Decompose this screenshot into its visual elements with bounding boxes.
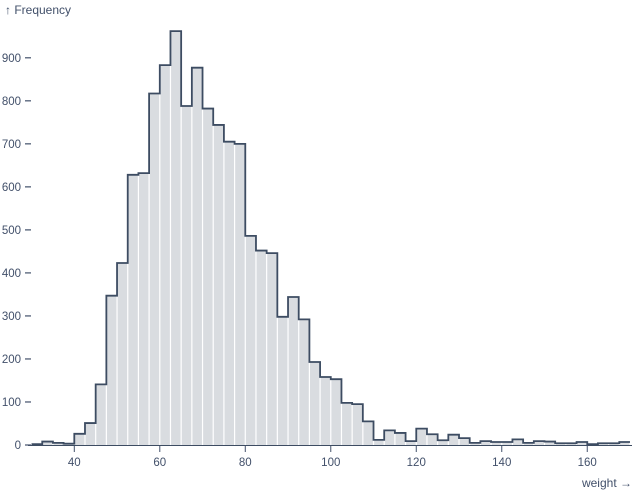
x-tick-label: 40 [68,457,81,469]
histogram-bar [288,297,299,445]
histogram-bar [480,441,491,445]
histogram-bar [395,432,405,445]
histogram-bar [181,105,192,446]
histogram-bar [106,295,117,445]
histogram-bar [374,439,384,445]
histogram-bar [619,441,630,445]
y-axis-ticks: 0 100 200 300 400 500 600 700 800 900 [2,53,31,452]
histogram-bar [523,442,534,445]
y-tick-label: 300 [2,311,21,323]
histogram-bar [74,433,85,445]
histogram-bar [363,421,373,445]
histogram-bar [53,442,64,445]
y-tick-label: 100 [2,397,21,409]
y-tick-label: 700 [2,139,21,151]
histogram-bar [256,250,267,445]
x-tick-label: 120 [407,457,426,469]
x-axis-ticks: 40 60 80 100 120 140 160 [68,446,597,469]
x-tick-label: 140 [492,457,511,469]
y-tick-label: 800 [2,96,21,108]
histogram-bar [203,108,213,445]
y-tick-label: 400 [2,268,21,280]
y-tick-label: 500 [2,225,21,237]
histogram-bar [416,428,427,445]
y-axis-label: ↑ Frequency [5,3,71,17]
x-axis-label: weight → [581,476,632,490]
histogram-bar [171,31,181,445]
histogram-bar [427,434,438,445]
histogram-bar [513,439,523,445]
histogram-bar [160,65,170,446]
step-outline-path [31,30,630,446]
histogram-bar [235,143,245,445]
y-tick-label: 900 [2,53,21,65]
histogram-bar [406,441,416,445]
histogram-bar [470,442,480,445]
histogram-bar [320,377,331,445]
histogram-bar [577,441,587,445]
histogram-bars [32,31,630,446]
y-tick-label: 0 [15,440,21,452]
histogram-bar [128,174,138,445]
histogram-bar [310,361,320,445]
histogram-bar [96,384,106,445]
histogram-bar [459,438,470,445]
histogram-bar [117,263,128,445]
histogram-bar [491,441,502,445]
x-tick-label: 160 [578,457,597,469]
histogram-bar [534,441,544,445]
histogram-bar [213,124,224,446]
x-tick-label: 60 [153,457,166,469]
histogram-bar [331,379,341,445]
histogram-bar [342,402,352,445]
x-tick-label: 80 [239,457,252,469]
histogram-bar [85,423,96,445]
histogram-bar [267,253,277,445]
y-tick-label: 600 [2,182,21,194]
histogram-bar [42,441,53,445]
histogram-bar [277,316,288,445]
histogram-bar [299,319,309,445]
y-tick-label: 200 [2,354,21,366]
histogram-bar [384,430,395,445]
histogram-bar [448,434,459,445]
histogram-bar [545,441,555,445]
x-tick-label: 100 [321,457,340,469]
histogram-bar [149,93,160,445]
histogram-bar [438,440,448,445]
histogram-bar [224,141,234,445]
histogram-bar [192,67,202,445]
histogram-bar [352,404,363,445]
histogram-bar [245,235,256,445]
histogram-bar [139,173,149,445]
histogram-bar [502,441,512,445]
